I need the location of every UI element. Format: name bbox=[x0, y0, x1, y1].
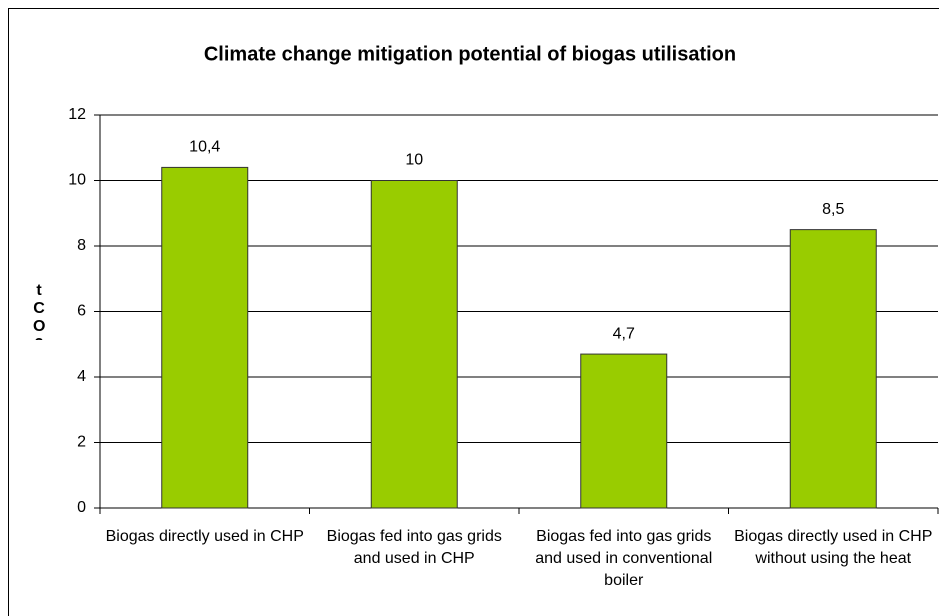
bar bbox=[161, 166, 249, 509]
y-tick-label: 6 bbox=[77, 303, 86, 320]
value-label: 8,5 bbox=[822, 201, 844, 218]
y-tick-label: 4 bbox=[77, 368, 86, 385]
y-tick-label: 0 bbox=[77, 499, 86, 516]
y-tick-label: 10 bbox=[68, 172, 86, 189]
value-label: 4,7 bbox=[613, 325, 635, 342]
x-tick-label: Biogas fed into gas grids and used in co… bbox=[535, 528, 713, 589]
y-tick-label: 8 bbox=[77, 237, 86, 254]
bar bbox=[370, 180, 458, 509]
y-tick-label: 2 bbox=[77, 434, 86, 451]
x-tick-label: Biogas fed into gas grids and used in CH… bbox=[326, 528, 502, 567]
y-axis-label: tCO2e bbox=[33, 282, 45, 340]
value-label: 10,4 bbox=[189, 139, 220, 156]
x-tick-label: Biogas directly used in CHP without usin… bbox=[734, 528, 933, 567]
y-tick-label: 12 bbox=[68, 106, 86, 123]
chart-title: Climate change mitigation potential of b… bbox=[204, 43, 736, 65]
value-label: 10 bbox=[405, 152, 423, 169]
bar bbox=[789, 229, 877, 509]
bar bbox=[580, 353, 668, 509]
chart-border bbox=[8, 8, 939, 616]
x-tick-label: Biogas directly used in CHP bbox=[105, 528, 304, 545]
